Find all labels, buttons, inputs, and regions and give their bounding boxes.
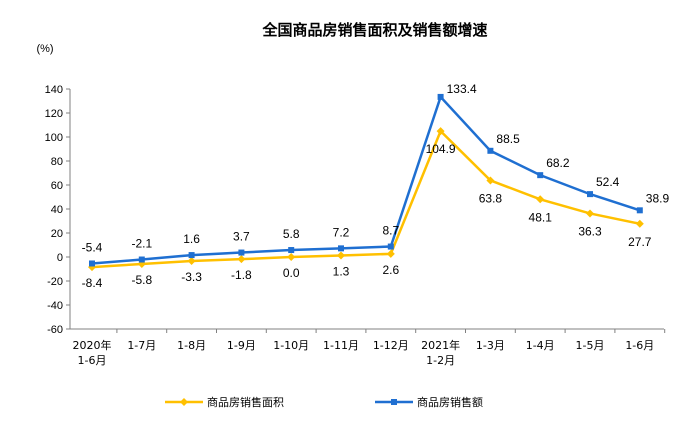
y-tick-label: 0 — [57, 252, 63, 264]
data-point-diamond — [187, 256, 196, 265]
data-point-diamond — [237, 255, 246, 264]
x-tick-label: 1-6月 — [625, 339, 654, 352]
data-label: 2.6 — [382, 263, 399, 277]
legend-item-0: 商品房销售面积 — [165, 395, 284, 409]
data-label: 88.5 — [496, 132, 520, 146]
x-tick-label: 2021年 — [421, 338, 460, 352]
legend-marker — [391, 399, 397, 405]
y-tick-label: 60 — [51, 180, 63, 192]
data-point-diamond — [635, 219, 644, 228]
data-point-diamond — [586, 209, 594, 218]
data-point-diamond — [287, 253, 296, 261]
y-tick-label: 120 — [45, 108, 63, 120]
x-tick-label: 1-8月 — [177, 339, 206, 352]
data-label: -2.1 — [131, 237, 152, 251]
y-tick-label: 20 — [51, 228, 63, 240]
data-point-diamond — [536, 195, 545, 204]
data-point-square — [437, 93, 444, 100]
data-label: -5.4 — [82, 240, 103, 254]
data-label: 5.8 — [283, 227, 300, 241]
series-line-0 — [91, 128, 641, 269]
data-label: 7.2 — [333, 225, 350, 239]
data-point-square — [89, 260, 95, 267]
data-label: 36.3 — [578, 224, 602, 238]
legend-marker — [180, 398, 188, 406]
data-point-square — [338, 245, 344, 252]
data-label: 3.7 — [233, 230, 250, 244]
data-label: 68.2 — [546, 156, 570, 170]
data-label: -1.8 — [231, 268, 252, 282]
y-tick-label: -60 — [47, 324, 63, 336]
data-point-square — [537, 172, 544, 179]
data-label: -5.8 — [131, 273, 152, 287]
x-tick-label: 1-6月 — [78, 354, 107, 367]
y-tick-label: -20 — [47, 276, 63, 288]
chart-title: 全国商品房销售面积及销售额增速 — [261, 21, 487, 39]
series-line-1 — [91, 94, 641, 265]
data-label: -3.3 — [181, 270, 202, 284]
data-point-square — [138, 256, 145, 263]
data-point-square — [487, 147, 494, 154]
y-tick-label: 40 — [51, 204, 63, 216]
data-point-diamond — [337, 251, 345, 260]
y-axis-label: (%) — [36, 43, 53, 55]
data-point-diamond — [386, 249, 395, 258]
y-tick-label: 100 — [45, 132, 63, 144]
data-label: 8.7 — [382, 224, 399, 238]
y-tick-label: 80 — [51, 156, 63, 168]
data-point-square — [288, 247, 295, 254]
x-tick-label: 1-12月 — [373, 339, 409, 352]
x-tick-label: 1-2月 — [426, 354, 455, 367]
data-point-square — [188, 252, 195, 259]
x-tick-label: 1-5月 — [576, 339, 605, 352]
legend-label: 商品房销售面积 — [207, 395, 284, 409]
data-label: 0.0 — [283, 266, 300, 280]
data-label: 48.1 — [529, 210, 553, 224]
data-point-square — [587, 191, 593, 198]
data-label: -8.4 — [82, 276, 103, 290]
data-label: 1.6 — [183, 232, 200, 246]
x-tick-label: 1-9月 — [227, 339, 256, 352]
x-tick-label: 1-10月 — [273, 339, 309, 352]
legend-item-1: 商品房销售额 — [375, 395, 483, 409]
data-label: 52.4 — [596, 175, 620, 189]
y-tick-label: -40 — [47, 300, 63, 312]
data-point-square — [238, 249, 245, 256]
x-tick-label: 1-3月 — [476, 339, 505, 352]
y-tick-label: 140 — [45, 84, 63, 96]
x-tick-label: 2020年 — [73, 338, 112, 352]
data-label: 38.9 — [646, 191, 670, 205]
data-point-square — [636, 207, 643, 214]
x-tick-label: 1-11月 — [323, 339, 359, 352]
data-label: 133.4 — [447, 82, 477, 96]
data-point-diamond — [486, 176, 495, 185]
legend-label: 商品房销售额 — [417, 395, 483, 409]
data-label: 63.8 — [479, 191, 503, 205]
data-label: 104.9 — [426, 142, 456, 156]
data-point-diamond — [436, 127, 445, 136]
data-point-square — [387, 243, 394, 250]
x-tick-label: 1-4月 — [526, 339, 555, 352]
data-label: 27.7 — [628, 235, 652, 249]
x-tick-label: 1-7月 — [127, 339, 156, 352]
data-label: 1.3 — [333, 264, 350, 278]
